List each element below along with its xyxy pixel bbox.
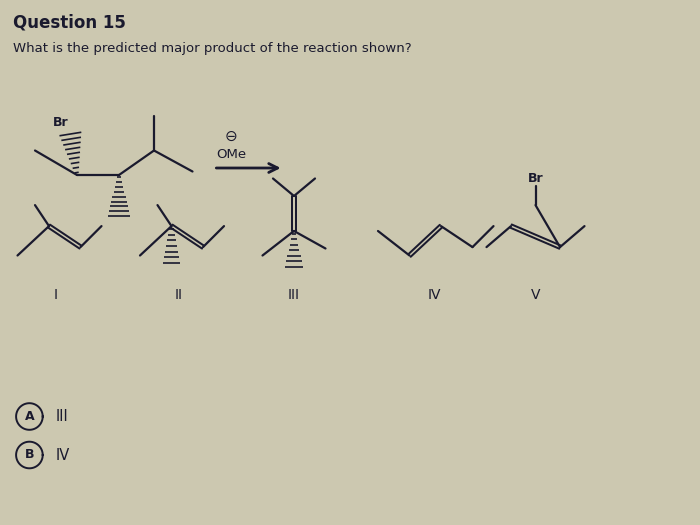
- Text: Br: Br: [528, 172, 543, 185]
- Text: I: I: [54, 288, 58, 302]
- Text: III: III: [56, 409, 69, 424]
- Text: V: V: [531, 288, 540, 302]
- Text: II: II: [174, 288, 183, 302]
- Text: ⊖: ⊖: [225, 129, 237, 144]
- Text: Br: Br: [53, 116, 69, 129]
- Text: IV: IV: [427, 288, 441, 302]
- Text: IV: IV: [56, 447, 70, 463]
- Text: Question 15: Question 15: [13, 14, 125, 32]
- Text: III: III: [288, 288, 300, 302]
- Text: What is the predicted major product of the reaction shown?: What is the predicted major product of t…: [13, 42, 411, 55]
- Text: OMe: OMe: [216, 148, 246, 161]
- Text: B: B: [25, 448, 34, 461]
- Text: A: A: [25, 410, 34, 423]
